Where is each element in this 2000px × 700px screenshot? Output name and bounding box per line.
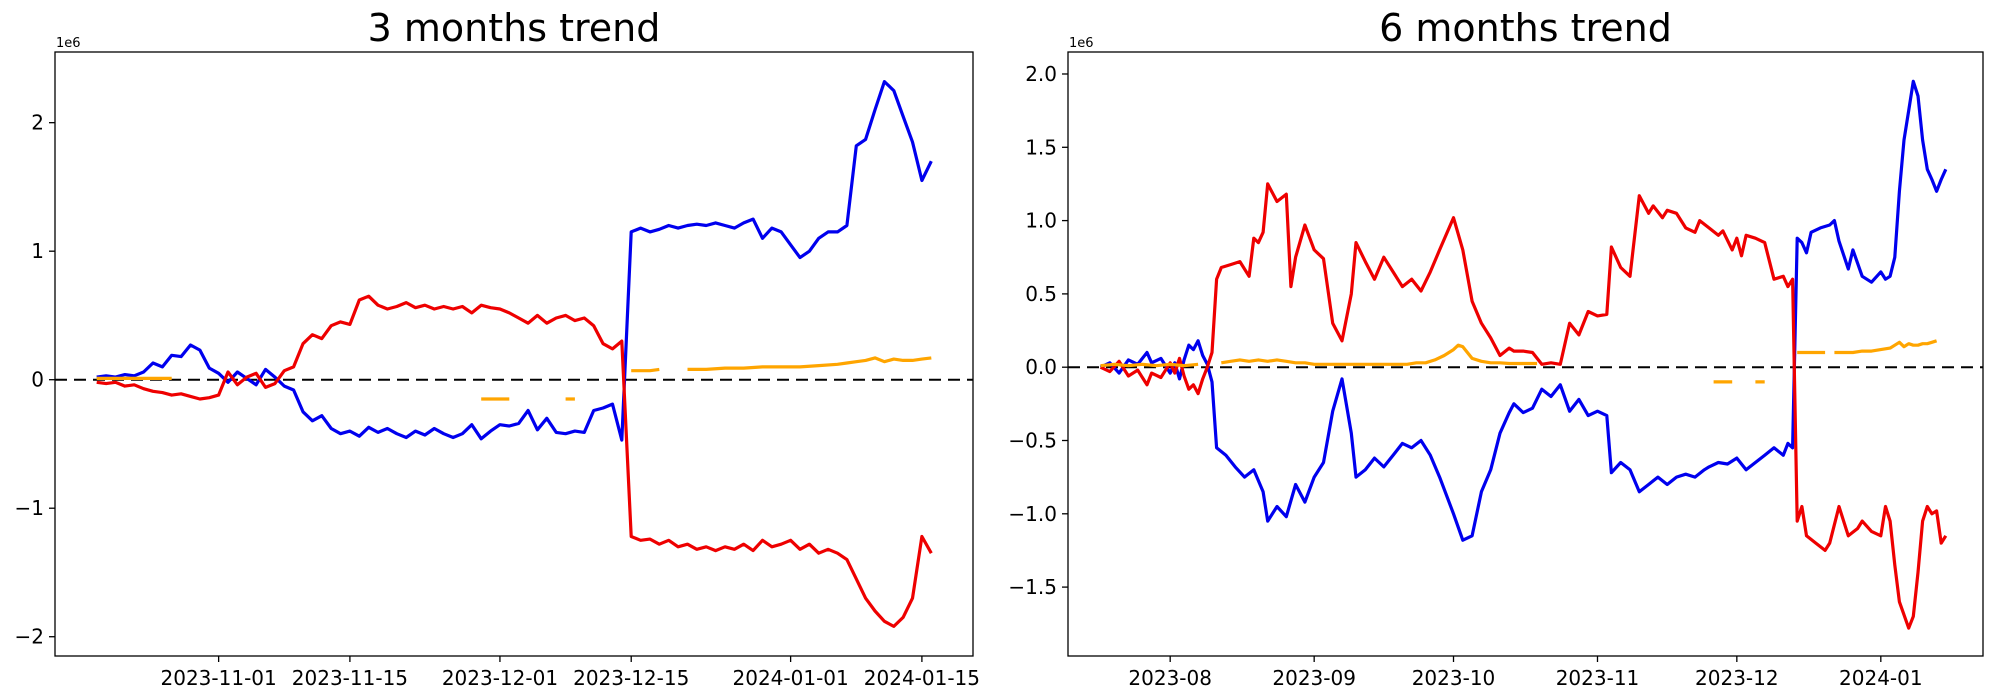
series-orange-line <box>1100 339 1938 384</box>
x-tick-label: 2023-12 <box>1695 666 1779 690</box>
panel-6-months-trend: 6 months trend 2023-08 2023-09 2023-10 2023… <box>1000 0 2000 700</box>
y-tick-label: 0.5 <box>1025 282 1057 306</box>
y-tick-label: −1.5 <box>1008 575 1057 599</box>
series-red-line <box>1099 182 1948 630</box>
y-axis-offset-label: 1e6 <box>1069 36 1094 51</box>
chart-title-6-months: 6 months trend <box>1379 6 1672 50</box>
x-tick-label: 2024-01-01 <box>733 666 849 690</box>
x-tick-label: 2023-12-15 <box>573 666 689 690</box>
y-tick-label: −1 <box>15 496 44 520</box>
y-axis-offset-label: 1e6 <box>56 36 81 51</box>
series-red-line <box>96 294 933 628</box>
x-tick-label: 2024-01 <box>1839 666 1923 690</box>
y-tick-label: 0 <box>31 368 44 392</box>
y-tick-label: −2 <box>15 625 44 649</box>
y-tick-label: −1.0 <box>1008 502 1057 526</box>
series-blue-line <box>1099 79 1948 542</box>
y-tick-label: 0.0 <box>1025 355 1057 379</box>
chart-title-3-months: 3 months trend <box>367 6 661 50</box>
x-tick-label: 2023-10 <box>1412 666 1496 690</box>
x-tick-label: 2023-08 <box>1128 666 1212 690</box>
series-blue-line <box>96 80 933 442</box>
x-tick-label: 2023-11-01 <box>161 666 277 690</box>
y-tick-label: 2.0 <box>1025 62 1057 86</box>
axes-border <box>54 51 974 657</box>
y-tick-label: 1.5 <box>1025 135 1057 159</box>
x-tick-label: 2023-12-01 <box>442 666 558 690</box>
series-orange-line <box>96 356 932 401</box>
axes-border <box>1067 51 1984 657</box>
x-tick-label: 2023-11 <box>1556 666 1640 690</box>
chart-6-months-svg: 2023-08 2023-09 2023-10 2023-11 2023-12 2024-… <box>1008 36 1984 690</box>
x-tick-label: 2023-09 <box>1272 666 1356 690</box>
y-tick-label: 1 <box>31 239 44 263</box>
x-tick-label: 2023-11-15 <box>292 666 408 690</box>
y-tick-label: 1.0 <box>1025 209 1057 233</box>
panel-3-months-trend: 3 months trend 2023-11-01 2023-11-15 2023-… <box>15 6 980 690</box>
y-tick-label: −0.5 <box>1008 428 1057 452</box>
y-tick-label: 2 <box>31 111 44 135</box>
x-tick-label: 2024-01-15 <box>864 666 980 690</box>
chart-3-months-svg: 2023-11-01 2023-11-15 2023-12-01 2023-12-15… <box>15 36 980 690</box>
